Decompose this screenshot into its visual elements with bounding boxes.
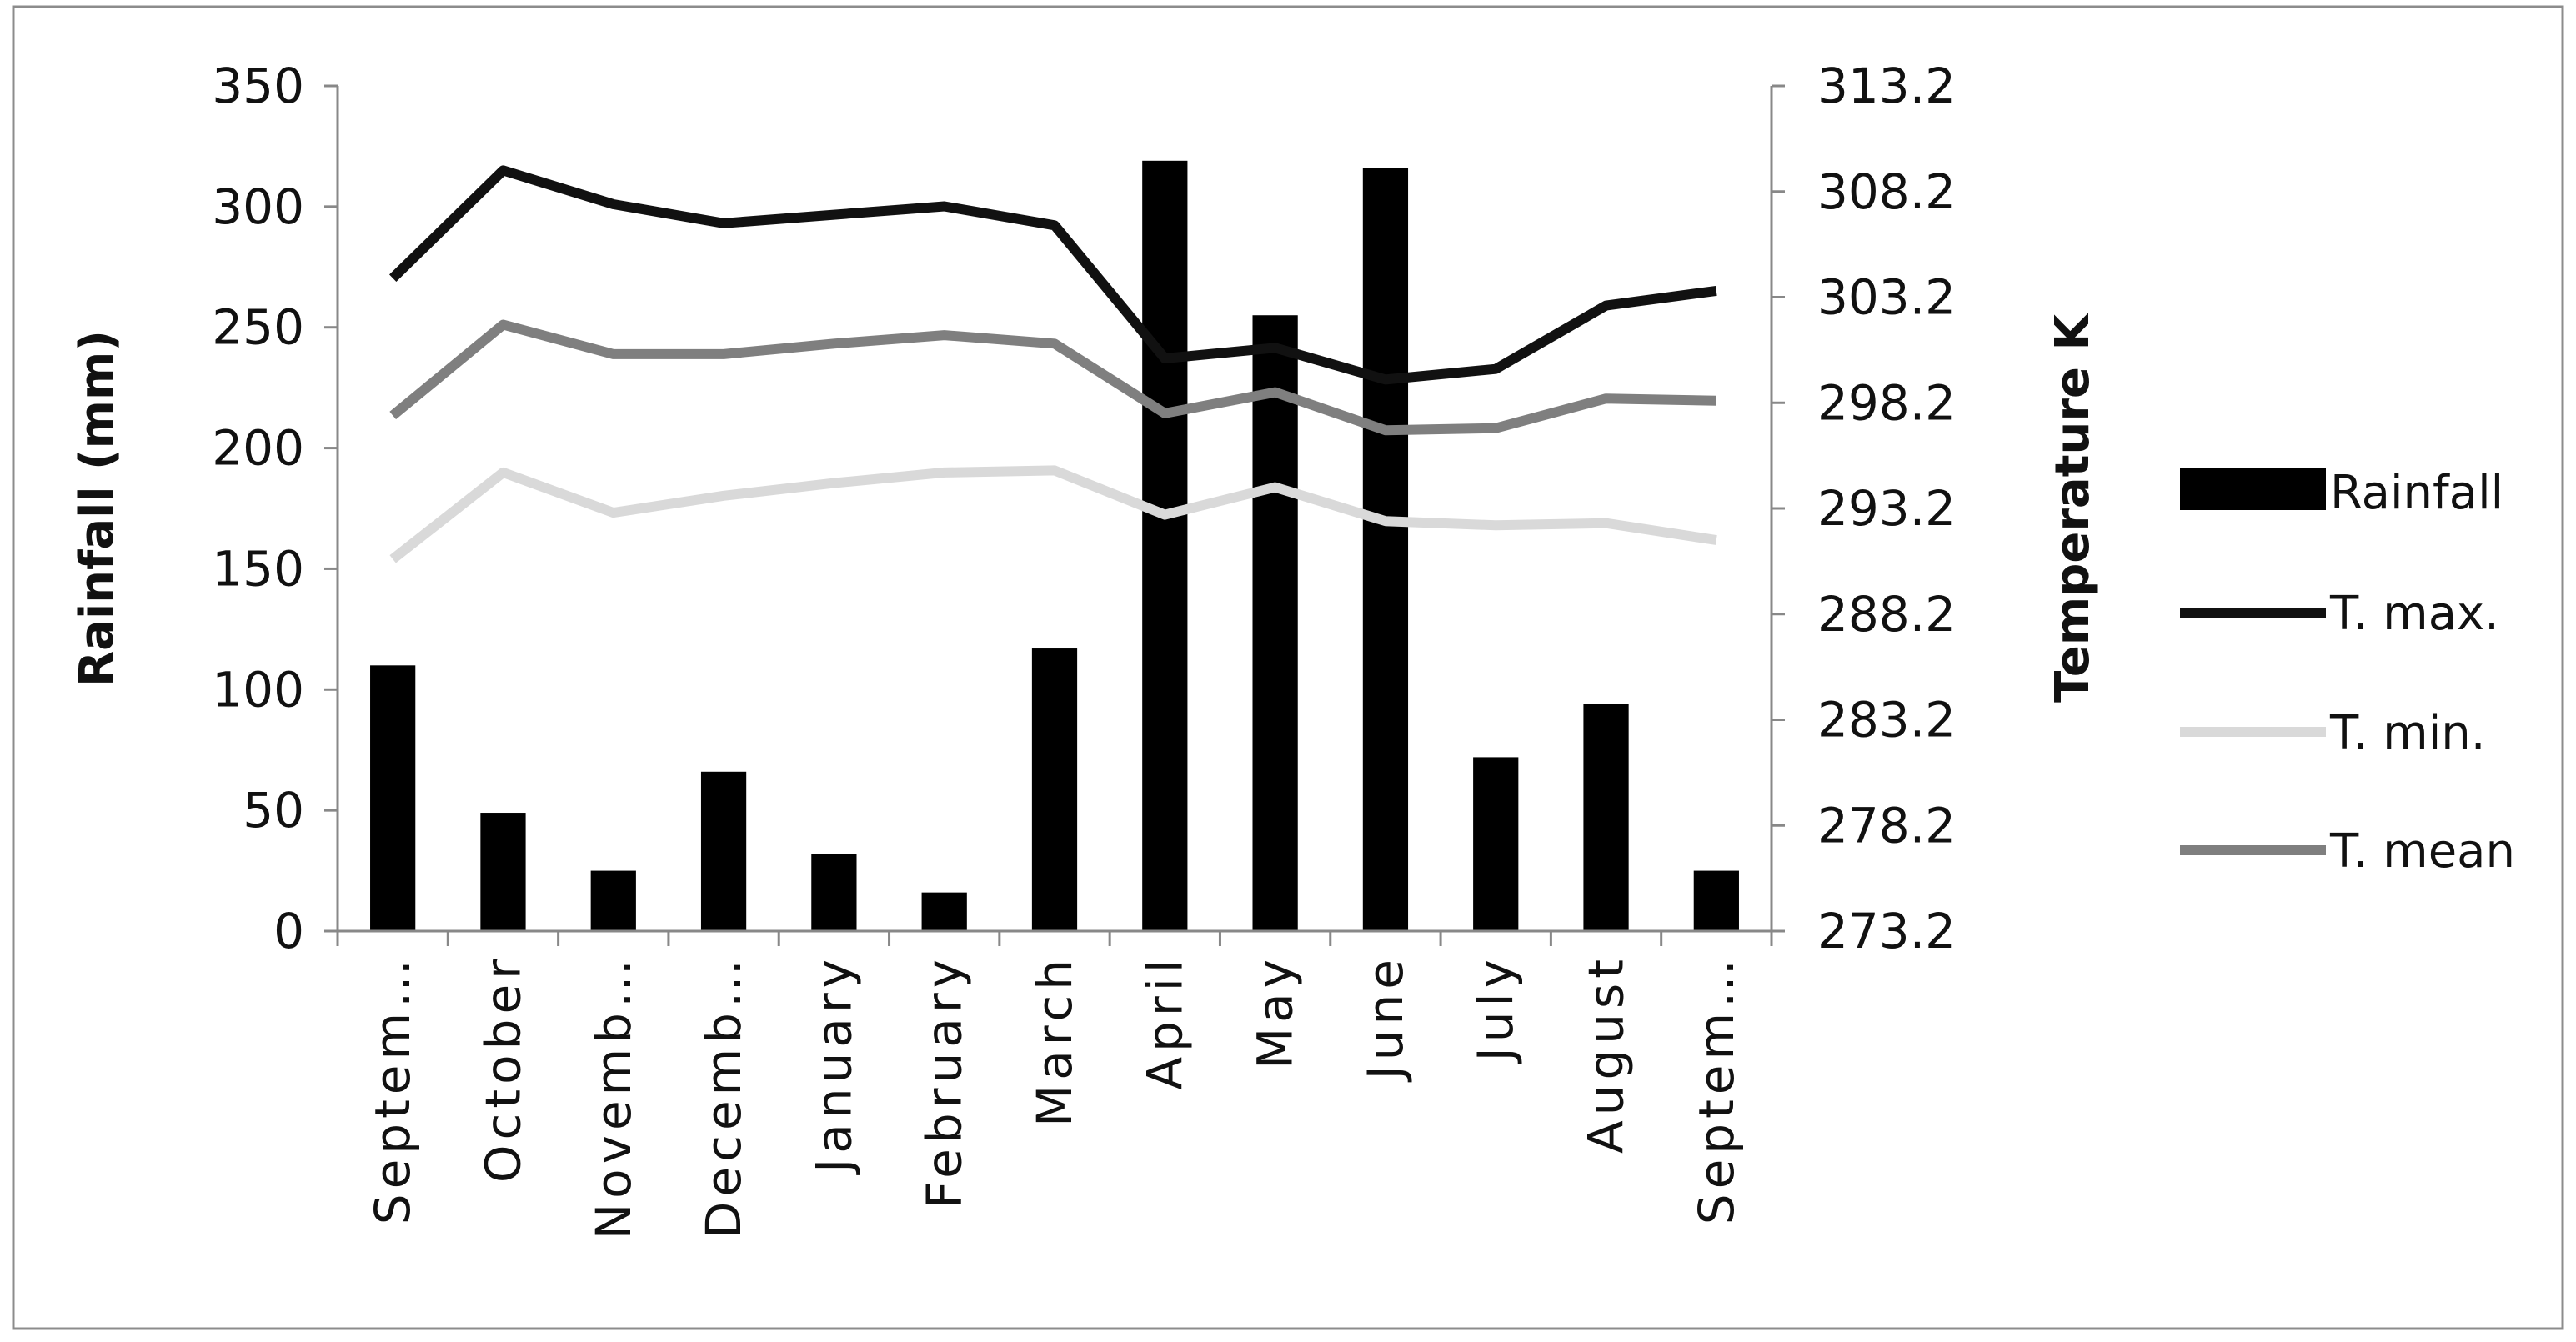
bar-rainfall-11 [1583,704,1629,931]
category-label-3: Decemb… [695,954,752,1239]
category-label-2: Novemb… [585,954,642,1239]
left-tick-label: 50 [243,782,304,839]
bar-rainfall-3 [700,771,747,931]
category-label-9: June [1357,954,1414,1082]
x-axis-ticks [336,931,1773,946]
right-tick-label: 273.2 [1817,903,1956,959]
temperature-lines [389,165,1717,563]
category-label-6: March [1026,954,1083,1127]
category-label-0: Septem… [364,954,421,1224]
bar-rainfall-1 [480,813,526,931]
category-label-8: May [1247,954,1304,1069]
left-axis-title: Rainfall (mm) [70,330,124,687]
right-tick-label: 283.2 [1817,692,1956,749]
bar-rainfall-10 [1473,757,1519,931]
category-label-10: July [1467,954,1524,1064]
category-label-5: February [916,954,973,1209]
right-tick-label: 288.2 [1817,586,1956,643]
bar-rainfall-9 [1362,168,1409,931]
rainfall-bars [370,160,1739,932]
bar-rainfall-12 [1693,870,1739,931]
left-tick-label: 200 [212,420,304,477]
right-axis-ticks: 273.2 278.2 283.2 288.2 293.2 298.2 303.2 308.2… [1772,58,1956,959]
bar-rainfall-5 [921,892,967,931]
category-label-12: Septem… [1688,954,1745,1224]
category-label-7: April [1136,954,1193,1090]
left-tick-label: 300 [212,178,304,235]
left-tick-label: 150 [212,540,304,597]
left-tick-label: 100 [212,661,304,718]
left-tick-label: 0 [273,903,304,959]
bar-rainfall-4 [811,854,857,931]
category-label-11: August [1578,954,1635,1154]
right-tick-label: 298.2 [1817,374,1956,431]
bar-rainfall-7 [1142,160,1188,932]
right-tick-label: 313.2 [1817,58,1956,114]
legend: Rainfall T. max. T. min. T. mean [2180,466,2515,879]
right-axis-title: Temperature K [2046,313,2100,703]
bar-rainfall-0 [370,665,416,931]
right-tick-label: 303.2 [1817,269,1956,326]
right-tick-label: 278.2 [1817,797,1956,854]
bar-rainfall-6 [1031,648,1078,931]
right-tick-label: 308.2 [1817,163,1956,220]
right-tick-label: 293.2 [1817,480,1956,537]
category-label-1: October [475,954,532,1183]
legend-label-rainfall: Rainfall [2330,466,2503,520]
category-label-4: January [805,954,862,1175]
legend-label-tmin: T. min. [2329,706,2486,760]
left-axis-ticks: 0 50 100 150 200 250 300 350 [212,58,338,959]
legend-swatch-rainfall [2180,468,2326,510]
bar-rainfall-8 [1252,315,1298,931]
line-tmin [389,465,1717,563]
left-tick-label: 250 [212,299,304,356]
category-labels: Septem… October Novemb… Decemb… January Febru… [364,954,1745,1239]
legend-label-tmax: T. max. [2329,587,2499,641]
bar-rainfall-2 [590,870,636,931]
line-tmax [389,165,1717,385]
line-tmean [389,319,1716,436]
legend-label-tmean: T. mean [2329,824,2515,879]
left-tick-label: 350 [212,58,304,114]
